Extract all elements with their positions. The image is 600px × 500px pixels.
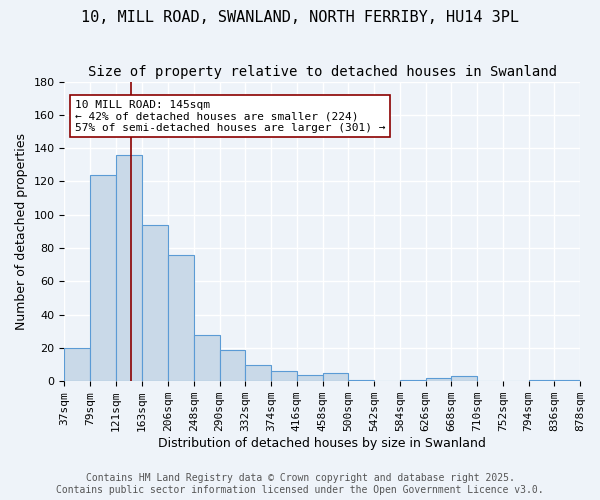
Bar bbox=[64, 348, 90, 381]
Text: 10 MILL ROAD: 145sqm
← 42% of detached houses are smaller (224)
57% of semi-deta: 10 MILL ROAD: 145sqm ← 42% of detached h… bbox=[75, 100, 385, 132]
Bar bbox=[168, 254, 194, 381]
Bar bbox=[194, 334, 220, 381]
Bar bbox=[245, 364, 271, 381]
Bar bbox=[142, 224, 168, 381]
Text: 10, MILL ROAD, SWANLAND, NORTH FERRIBY, HU14 3PL: 10, MILL ROAD, SWANLAND, NORTH FERRIBY, … bbox=[81, 10, 519, 25]
Bar bbox=[271, 371, 297, 381]
Bar bbox=[400, 380, 425, 381]
Bar bbox=[220, 350, 245, 381]
Bar bbox=[116, 155, 142, 381]
Text: Contains HM Land Registry data © Crown copyright and database right 2025.
Contai: Contains HM Land Registry data © Crown c… bbox=[56, 474, 544, 495]
X-axis label: Distribution of detached houses by size in Swanland: Distribution of detached houses by size … bbox=[158, 437, 486, 450]
Bar bbox=[425, 378, 451, 381]
Bar bbox=[451, 376, 477, 381]
Bar bbox=[297, 374, 323, 381]
Title: Size of property relative to detached houses in Swanland: Size of property relative to detached ho… bbox=[88, 65, 557, 79]
Bar bbox=[90, 175, 116, 381]
Bar bbox=[554, 380, 580, 381]
Y-axis label: Number of detached properties: Number of detached properties bbox=[15, 133, 28, 330]
Bar bbox=[529, 380, 554, 381]
Bar bbox=[348, 380, 374, 381]
Bar bbox=[323, 373, 348, 381]
